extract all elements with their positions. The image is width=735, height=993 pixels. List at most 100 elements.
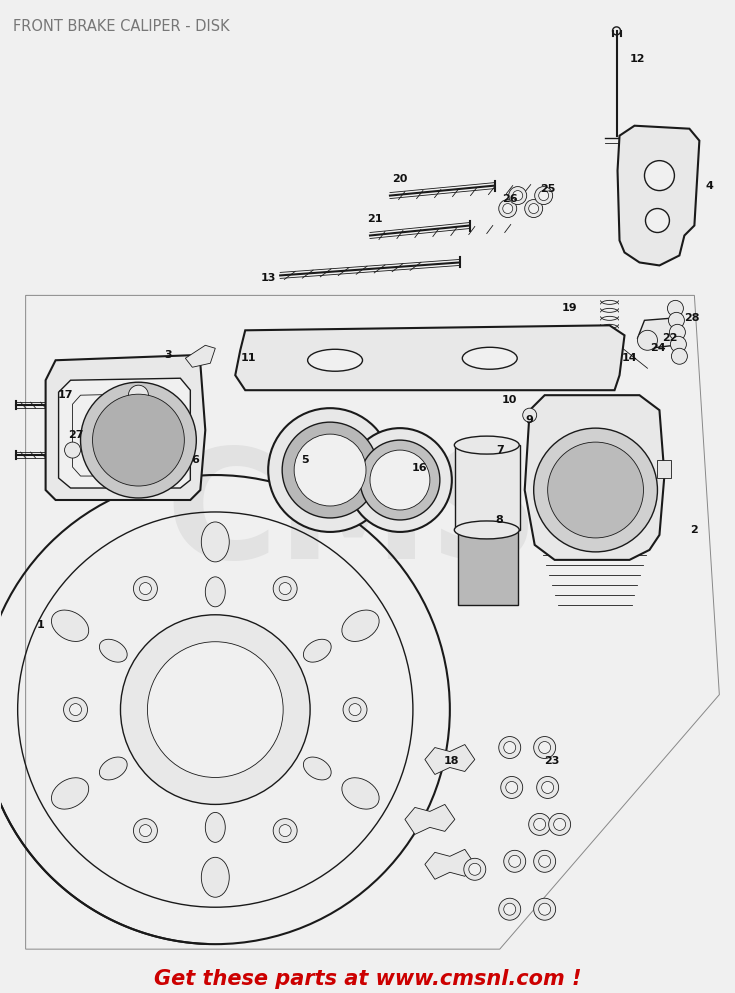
Polygon shape <box>405 804 455 834</box>
Ellipse shape <box>308 350 362 371</box>
Text: 14: 14 <box>622 354 637 363</box>
Text: 21: 21 <box>368 213 383 223</box>
Circle shape <box>93 394 184 486</box>
Circle shape <box>501 777 523 798</box>
Text: 25: 25 <box>540 184 556 194</box>
Ellipse shape <box>51 610 89 641</box>
Text: 19: 19 <box>562 303 578 314</box>
Circle shape <box>121 615 310 804</box>
Circle shape <box>548 813 570 835</box>
Text: 2: 2 <box>690 525 698 535</box>
Circle shape <box>499 899 520 921</box>
Circle shape <box>273 577 297 601</box>
Circle shape <box>268 408 392 532</box>
Circle shape <box>548 442 643 538</box>
Circle shape <box>503 742 516 754</box>
Circle shape <box>279 824 291 836</box>
Circle shape <box>534 737 556 759</box>
Circle shape <box>294 434 366 506</box>
Polygon shape <box>59 378 190 488</box>
Text: 27: 27 <box>68 430 83 440</box>
Ellipse shape <box>342 610 379 641</box>
Circle shape <box>140 824 151 836</box>
Circle shape <box>513 191 523 201</box>
Polygon shape <box>73 393 176 476</box>
Text: 8: 8 <box>496 515 503 525</box>
Polygon shape <box>235 326 625 390</box>
Text: 10: 10 <box>502 395 517 405</box>
Text: 18: 18 <box>444 757 459 767</box>
Circle shape <box>360 440 440 520</box>
Circle shape <box>65 442 81 458</box>
Text: 20: 20 <box>392 174 408 184</box>
Circle shape <box>534 850 556 872</box>
Polygon shape <box>458 530 517 605</box>
Polygon shape <box>525 395 664 560</box>
Circle shape <box>668 313 684 329</box>
Polygon shape <box>425 849 475 879</box>
Text: 4: 4 <box>706 181 713 191</box>
Circle shape <box>70 704 82 716</box>
Ellipse shape <box>99 757 127 780</box>
Ellipse shape <box>462 348 517 369</box>
Circle shape <box>539 855 551 867</box>
Circle shape <box>523 408 537 422</box>
Ellipse shape <box>201 857 229 898</box>
Text: 28: 28 <box>684 314 699 324</box>
Circle shape <box>534 187 553 205</box>
Ellipse shape <box>201 522 229 562</box>
Circle shape <box>667 300 684 317</box>
Circle shape <box>140 583 151 595</box>
Text: 5: 5 <box>301 455 309 465</box>
Polygon shape <box>637 319 679 349</box>
Ellipse shape <box>205 577 225 607</box>
Circle shape <box>539 904 551 916</box>
Polygon shape <box>657 460 672 478</box>
Circle shape <box>509 855 520 867</box>
Text: 3: 3 <box>165 351 172 360</box>
Circle shape <box>499 737 520 759</box>
Text: 11: 11 <box>240 354 256 363</box>
Text: 26: 26 <box>502 194 517 204</box>
Text: 23: 23 <box>544 757 559 767</box>
Ellipse shape <box>304 639 331 662</box>
Text: 13: 13 <box>260 273 276 283</box>
Circle shape <box>637 331 657 351</box>
Circle shape <box>343 698 367 722</box>
Ellipse shape <box>454 436 519 454</box>
Circle shape <box>63 698 87 722</box>
Ellipse shape <box>205 812 225 842</box>
Circle shape <box>534 818 545 830</box>
Text: FRONT BRAKE CALIPER - DISK: FRONT BRAKE CALIPER - DISK <box>12 19 229 34</box>
Circle shape <box>506 781 517 793</box>
Text: 6: 6 <box>191 455 199 465</box>
Circle shape <box>670 337 686 353</box>
Text: 22: 22 <box>662 334 677 344</box>
Text: 9: 9 <box>526 415 534 425</box>
Circle shape <box>273 818 297 843</box>
Circle shape <box>525 200 542 217</box>
Ellipse shape <box>454 521 519 539</box>
Circle shape <box>279 583 291 595</box>
Circle shape <box>528 813 551 835</box>
Circle shape <box>464 858 486 880</box>
Text: 24: 24 <box>650 344 665 354</box>
Circle shape <box>645 161 675 191</box>
Polygon shape <box>617 126 700 265</box>
Circle shape <box>134 818 157 843</box>
Polygon shape <box>425 745 475 775</box>
Text: 16: 16 <box>412 463 428 473</box>
Circle shape <box>503 904 516 916</box>
Polygon shape <box>46 355 205 500</box>
Polygon shape <box>455 445 520 530</box>
Circle shape <box>534 899 556 921</box>
Text: 12: 12 <box>630 54 645 64</box>
Circle shape <box>499 200 517 217</box>
Text: CMS: CMS <box>165 442 540 591</box>
Circle shape <box>670 325 686 341</box>
Circle shape <box>503 204 513 213</box>
Circle shape <box>537 777 559 798</box>
Circle shape <box>503 850 526 872</box>
Circle shape <box>134 577 157 601</box>
Circle shape <box>469 863 481 875</box>
